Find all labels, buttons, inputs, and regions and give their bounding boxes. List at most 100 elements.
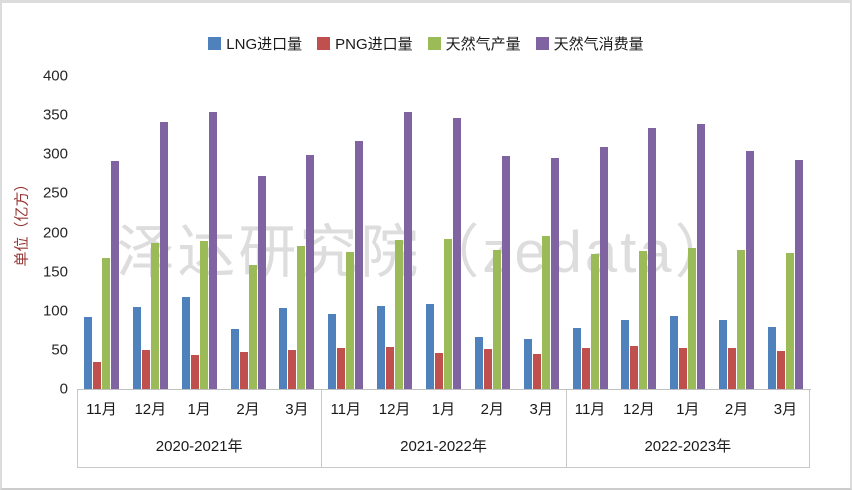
month-label: 2月	[236, 401, 260, 418]
month-bar-group	[175, 76, 224, 389]
bar	[355, 140, 364, 389]
legend-label: LNG进口量	[226, 36, 303, 53]
bar	[239, 352, 248, 389]
axis-table-bottom-border	[77, 467, 810, 468]
y-axis-tick-labels: 0 50 100 150 200 250 300 350 400	[2, 68, 68, 398]
bar	[395, 239, 404, 389]
plot-area	[77, 76, 810, 389]
year-group-label: 2020-2021年	[155, 437, 243, 455]
legend-swatch-icon	[317, 37, 331, 50]
legend-label: PNG进口量	[335, 36, 413, 53]
legend-swatch-icon	[208, 37, 222, 50]
x-axis-table: 11月 12月 1月 2月 3月 11月 12月 1月 2月 3月 11月 12月 1月 2月 3月 202…	[77, 390, 810, 468]
month-label: 12月	[134, 401, 167, 418]
bar	[541, 235, 550, 389]
y-tick-label: 400	[42, 67, 68, 85]
bar	[590, 253, 599, 389]
bar	[550, 158, 559, 389]
month-label: 11月	[86, 401, 117, 418]
bar	[83, 317, 92, 389]
bar	[190, 354, 199, 389]
y-tick-label: 200	[42, 224, 68, 241]
bar	[648, 127, 657, 389]
bar	[452, 118, 461, 389]
bar	[92, 361, 101, 389]
bar	[101, 257, 110, 389]
bar	[794, 159, 803, 389]
month-bar-group	[419, 76, 468, 389]
bar	[208, 112, 217, 389]
bar	[279, 307, 288, 389]
month-label: 1月	[676, 401, 700, 418]
month-label: 3月	[529, 401, 553, 418]
bar	[492, 249, 501, 389]
y-tick-label: 350	[42, 106, 68, 124]
month-bar-group	[468, 76, 517, 389]
bar	[679, 347, 688, 389]
month-bar-group	[566, 76, 615, 389]
month-label: 2月	[724, 401, 749, 418]
y-tick-label: 150	[42, 263, 68, 281]
bar	[523, 338, 532, 389]
bar	[785, 252, 794, 389]
bar	[688, 248, 697, 389]
month-bar-group	[370, 76, 419, 389]
y-tick-label: 100	[42, 302, 68, 320]
bar	[776, 350, 785, 389]
year-labels-row: 2020-2021年 2021-2022年 2022-2023年	[77, 427, 810, 463]
bar	[697, 123, 706, 389]
bar	[110, 161, 119, 389]
month-label: 3月	[285, 401, 309, 418]
bar	[297, 245, 306, 389]
month-bar-group	[614, 76, 663, 389]
y-tick-label: 0	[59, 380, 68, 398]
legend-item: LNG进口量	[208, 33, 302, 54]
bar	[639, 251, 648, 389]
axis-table-separator	[77, 390, 78, 468]
legend-label: 天然气消费量	[553, 36, 644, 53]
bar	[474, 337, 483, 389]
legend-label: 天然气产量	[445, 36, 521, 53]
bar	[728, 348, 737, 389]
bar	[443, 238, 452, 389]
month-label: 1月	[431, 401, 456, 418]
bar	[248, 265, 257, 389]
y-tick-label: 300	[42, 145, 68, 163]
month-labels-row: 11月 12月 1月 2月 3月 11月 12月 1月 2月 3月 11月 12月 1月 2月 3月	[77, 390, 810, 427]
month-label: 3月	[773, 401, 798, 418]
bar	[141, 349, 150, 389]
bar	[288, 349, 297, 389]
bar	[306, 155, 315, 389]
bar	[670, 316, 679, 389]
bar	[746, 151, 755, 389]
bar	[404, 112, 413, 389]
month-label: 1月	[187, 401, 211, 418]
month-bar-group	[761, 76, 810, 389]
bar	[572, 327, 581, 389]
legend-item: 天然气产量	[427, 33, 521, 54]
chart-legend: LNG进口量 PNG进口量 天然气产量 天然气消费量	[2, 33, 850, 54]
bar	[581, 348, 590, 389]
month-label: 11月	[330, 401, 362, 418]
bar	[434, 353, 443, 389]
watermark-text: 泽达研究院（zedata）	[116, 220, 736, 285]
bar	[337, 347, 346, 389]
bar	[181, 297, 190, 389]
bar	[532, 353, 541, 389]
bar	[150, 243, 159, 389]
legend-item: PNG进口量	[317, 33, 413, 54]
bar	[386, 346, 395, 389]
axis-table-separator	[321, 390, 323, 468]
month-bar-group	[272, 76, 321, 389]
bar	[767, 327, 776, 389]
bar	[630, 345, 639, 389]
bar	[377, 306, 386, 389]
legend-swatch-icon	[535, 37, 549, 50]
bar	[425, 303, 434, 389]
month-bar-group	[663, 76, 712, 389]
month-label: 12月	[378, 401, 411, 418]
month-label: 2月	[480, 401, 504, 418]
y-tick-label: 250	[42, 184, 68, 202]
bar	[230, 328, 239, 389]
